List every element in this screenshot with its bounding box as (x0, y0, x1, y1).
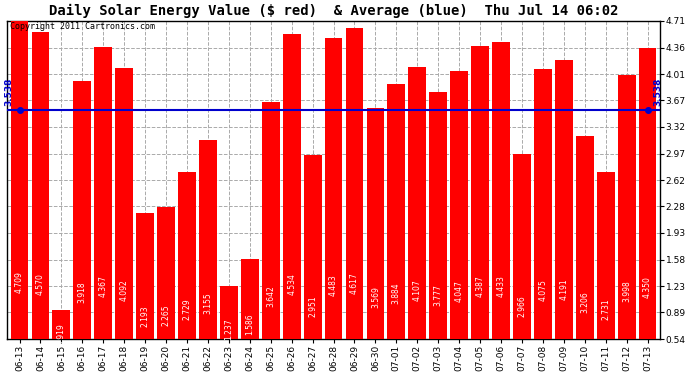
Bar (492, 42, 510, 339)
Text: 2.265: 2.265 (161, 304, 170, 326)
Text: 4.047: 4.047 (455, 280, 464, 302)
Text: 2.951: 2.951 (308, 295, 317, 317)
Text: 1.237: 1.237 (224, 319, 233, 340)
Bar (555, 60, 573, 339)
Bar (471, 45, 489, 339)
Text: 4.483: 4.483 (329, 274, 338, 296)
Bar (32, 32, 50, 339)
Bar (136, 213, 154, 339)
Text: Copyright 2011 Cartronics.com: Copyright 2011 Cartronics.com (10, 22, 155, 32)
Text: 3.569: 3.569 (371, 286, 380, 308)
Bar (262, 102, 279, 339)
Bar (408, 67, 426, 339)
Text: 4.570: 4.570 (36, 273, 45, 295)
Text: 3.538: 3.538 (653, 78, 662, 106)
Title: Daily Solar Energy Value ($ red)  & Average (blue)  Thu Jul 14 06:02: Daily Solar Energy Value ($ red) & Avera… (49, 4, 618, 18)
Text: 4.387: 4.387 (475, 275, 484, 297)
Bar (388, 84, 405, 339)
Text: 4.617: 4.617 (350, 272, 359, 294)
Text: 2.966: 2.966 (518, 295, 526, 316)
Bar (95, 47, 112, 339)
Bar (115, 68, 133, 339)
Bar (451, 72, 468, 339)
Text: 3.998: 3.998 (622, 280, 631, 302)
Bar (52, 310, 70, 339)
Bar (513, 154, 531, 339)
Bar (220, 286, 238, 339)
Text: 3.155: 3.155 (204, 292, 213, 314)
Text: 4.433: 4.433 (497, 274, 506, 297)
Bar (639, 48, 656, 339)
Text: 3.206: 3.206 (580, 291, 589, 313)
Bar (178, 172, 196, 339)
Text: 4.191: 4.191 (560, 278, 569, 300)
Text: 3.777: 3.777 (434, 284, 443, 306)
Text: 1.586: 1.586 (246, 314, 255, 336)
Text: 4.075: 4.075 (538, 279, 547, 302)
Bar (618, 75, 635, 339)
Text: 3.538: 3.538 (5, 78, 14, 106)
Text: 4.709: 4.709 (15, 271, 24, 293)
Bar (73, 81, 91, 339)
Bar (325, 38, 342, 339)
Bar (576, 136, 593, 339)
Bar (157, 207, 175, 339)
Bar (346, 28, 364, 339)
Bar (304, 155, 322, 339)
Text: 4.534: 4.534 (287, 273, 296, 295)
Bar (199, 140, 217, 339)
Bar (241, 259, 259, 339)
Bar (429, 92, 447, 339)
Text: 3.642: 3.642 (266, 285, 275, 307)
Text: 3.884: 3.884 (392, 282, 401, 304)
Text: 0.919: 0.919 (57, 323, 66, 345)
Text: 4.092: 4.092 (119, 279, 129, 301)
Text: 3.918: 3.918 (78, 282, 87, 303)
Text: 2.193: 2.193 (141, 306, 150, 327)
Text: 4.107: 4.107 (413, 279, 422, 301)
Text: 2.731: 2.731 (601, 298, 610, 320)
Bar (534, 69, 552, 339)
Bar (283, 34, 301, 339)
Bar (366, 108, 384, 339)
Bar (597, 172, 615, 339)
Bar (10, 21, 28, 339)
Text: 4.350: 4.350 (643, 276, 652, 298)
Text: 4.367: 4.367 (99, 276, 108, 297)
Text: 2.729: 2.729 (182, 298, 192, 320)
